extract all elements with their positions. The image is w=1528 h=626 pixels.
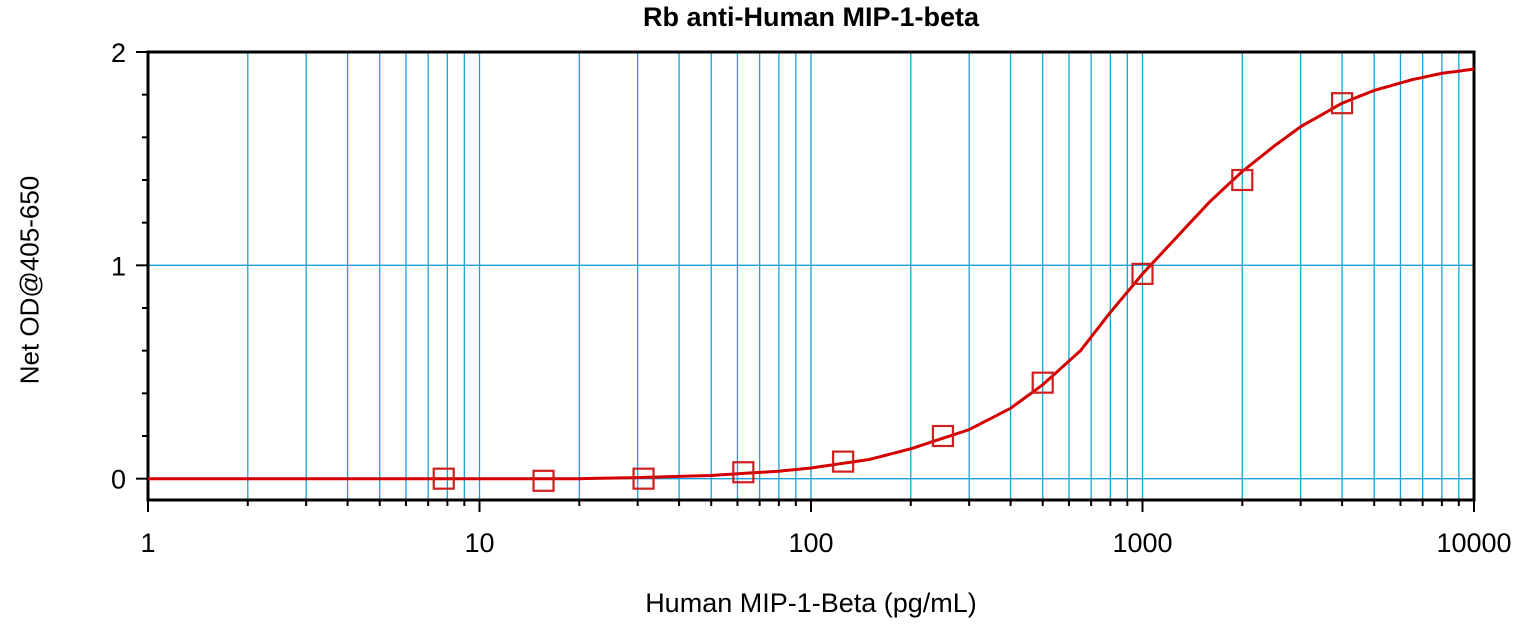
x-axis-label: Human MIP-1-Beta (pg/mL) [645, 588, 977, 618]
data-point-marker [432, 467, 455, 490]
data-point-marker [1231, 168, 1254, 192]
data-point-marker [931, 424, 955, 448]
y-tick-label: 1 [111, 251, 126, 281]
data-point-marker [632, 467, 655, 490]
x-tick-label: 10000 [1436, 528, 1511, 558]
tick-labels: 1 10 100 1000 10000 0 1 2 [111, 38, 1512, 558]
fit-curve [148, 67, 1475, 481]
data-point-marker [1330, 92, 1354, 115]
data-point-marker [1131, 262, 1154, 285]
y-axis-label-text: Net OD@405-650 [14, 175, 45, 385]
fit-curve-line [148, 67, 1475, 481]
chart-title: Rb anti-Human MIP-1-beta [642, 2, 979, 32]
data-point-marker [1031, 371, 1054, 394]
grid-lines [148, 52, 1474, 500]
data-point-marker [732, 461, 755, 484]
data-markers [432, 92, 1354, 492]
axes [136, 50, 1476, 512]
data-point-marker [832, 450, 855, 473]
x-tick-label: 100 [788, 528, 833, 558]
x-tick-label: 1 [140, 528, 155, 558]
x-tick-label: 1000 [1112, 528, 1172, 558]
y-tick-label: 2 [111, 38, 126, 68]
data-point-marker [532, 469, 555, 492]
x-tick-label: 10 [464, 528, 494, 558]
y-tick-label: 0 [111, 465, 126, 495]
